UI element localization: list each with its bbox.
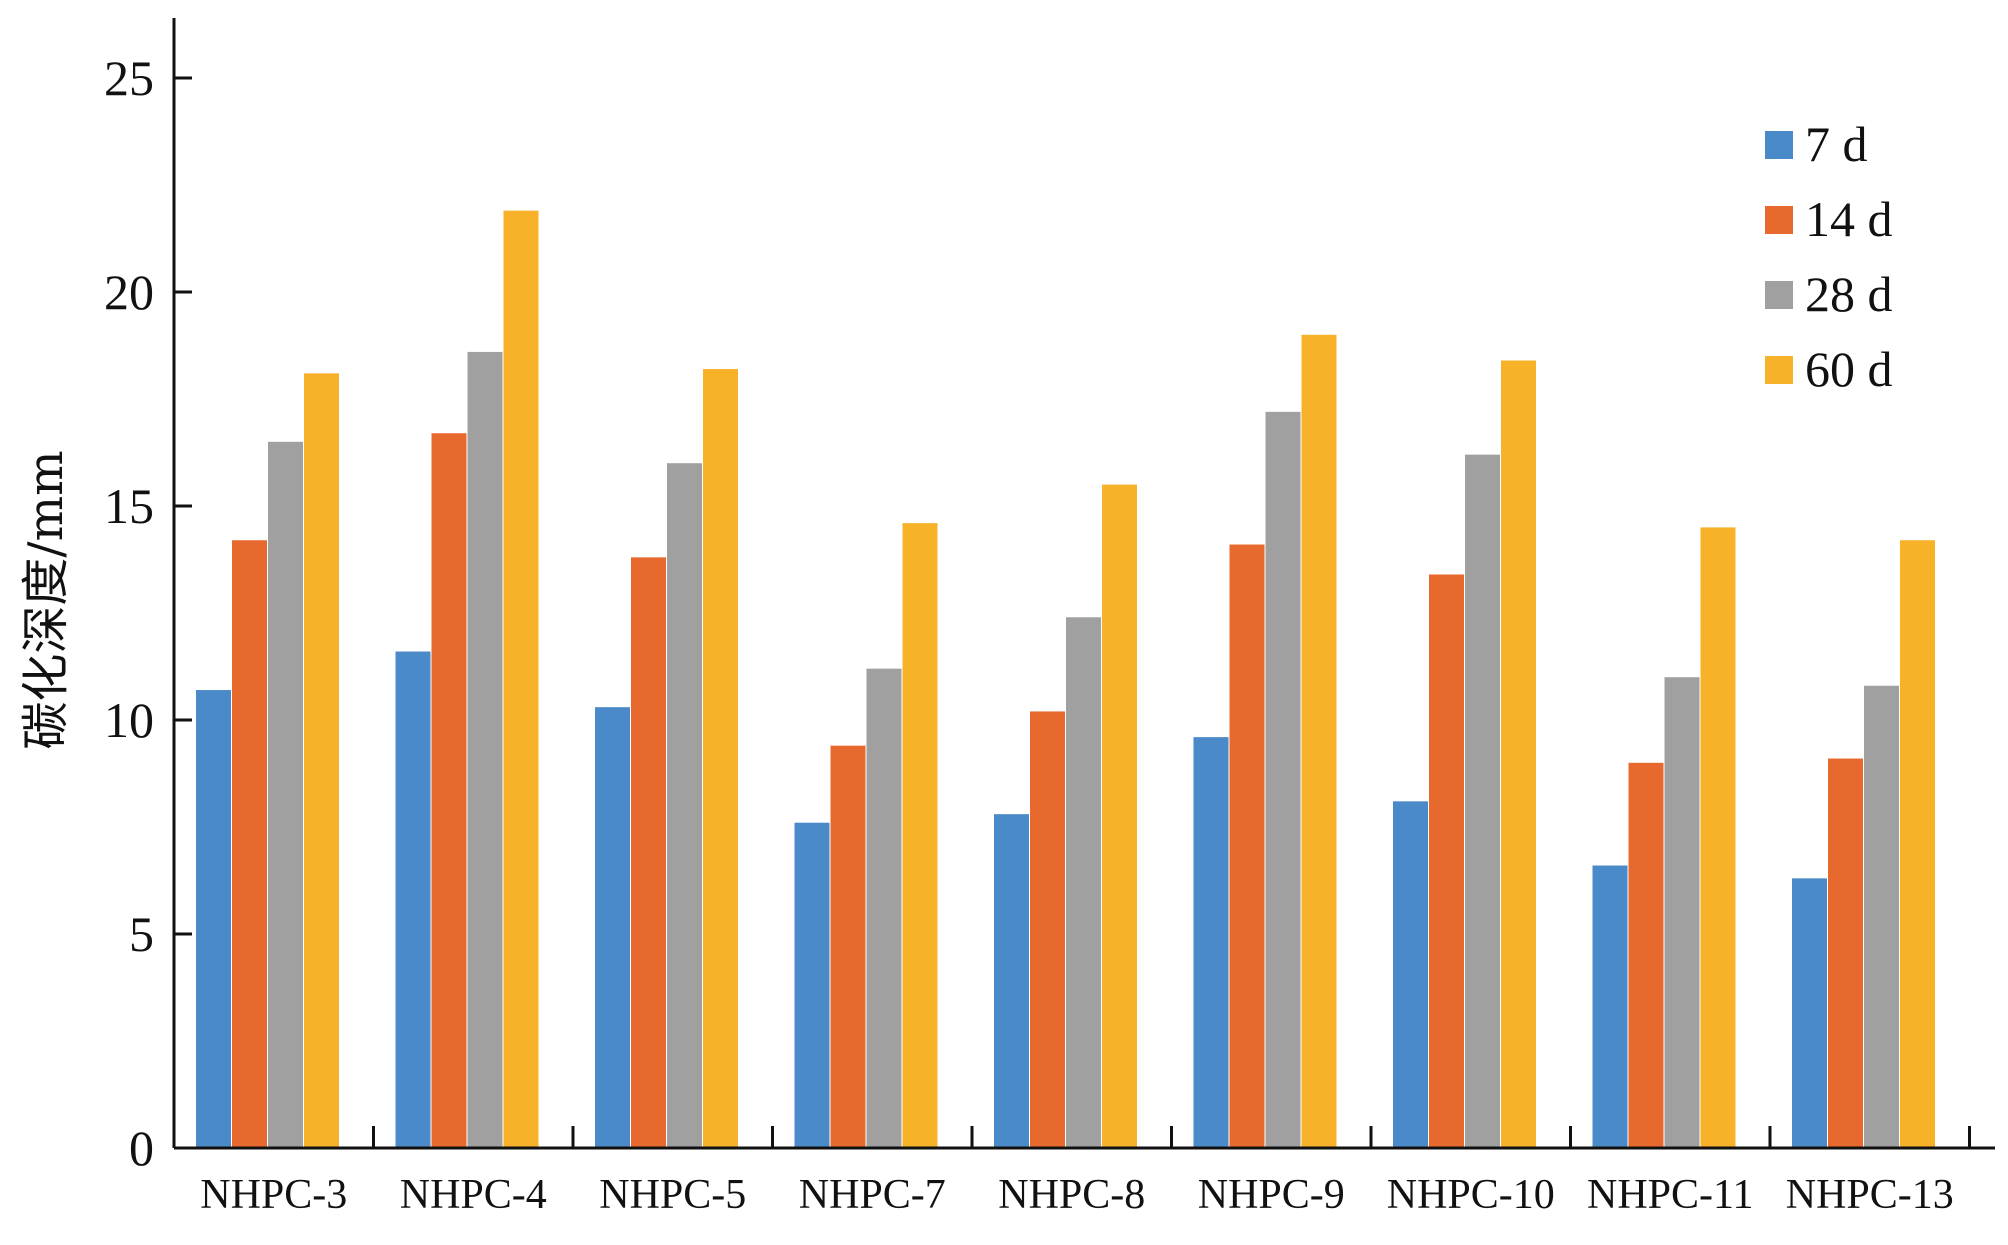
bar-7d-NHPC-7 [794,822,830,1148]
bar-60d-NHPC-3 [304,373,339,1148]
legend-swatch [1765,131,1793,159]
x-tick-label: NHPC-11 [1587,1172,1753,1218]
legend-swatch [1765,206,1793,234]
legend-swatch [1765,281,1793,309]
bar-28d-NHPC-13 [1864,685,1899,1148]
bar-7d-NHPC-3 [196,690,231,1148]
bar-14d-NHPC-13 [1828,758,1863,1148]
x-tick-label: NHPC-7 [799,1172,946,1218]
legend: 7 d 14 d 28 d 60 d [1765,116,1893,397]
legend-label: 14 d [1805,191,1893,247]
bar-7d-NHPC-10 [1393,801,1428,1148]
y-tick-label: 10 [104,692,154,748]
bar-14d-NHPC-9 [1229,544,1265,1148]
bar-28d-NHPC-4 [467,351,503,1148]
bar-14d-NHPC-5 [631,557,666,1148]
legend-label: 28 d [1805,266,1893,322]
bars-group [196,210,1935,1149]
y-ticks-group: 0 5 10 15 20 25 [104,50,192,1176]
bar-14d-NHPC-8 [1030,711,1065,1148]
y-tick-label: 15 [104,478,154,534]
x-tick-label: NHPC-10 [1387,1172,1555,1218]
bar-14d-NHPC-10 [1429,574,1464,1148]
bar-7d-NHPC-4 [395,651,431,1148]
bar-28d-NHPC-5 [667,463,702,1148]
bar-7d-NHPC-5 [595,707,630,1148]
bar-28d-NHPC-3 [268,441,303,1148]
bar-60d-NHPC-8 [1102,484,1137,1149]
x-tick-label: NHPC-9 [1198,1172,1345,1218]
bar-60d-NHPC-11 [1700,527,1736,1148]
legend-swatch [1765,356,1793,384]
bar-60d-NHPC-7 [902,523,938,1148]
y-tick-label: 20 [104,264,154,320]
bar-7d-NHPC-13 [1792,878,1827,1148]
bar-28d-NHPC-9 [1265,411,1301,1149]
bar-60d-NHPC-5 [703,369,738,1148]
x-tick-label: NHPC-8 [998,1172,1145,1218]
bar-7d-NHPC-8 [994,814,1029,1148]
legend-label: 60 d [1805,341,1893,397]
y-tick-label: 5 [129,906,154,962]
bar-60d-NHPC-13 [1900,540,1935,1148]
x-tick-label: NHPC-4 [400,1172,547,1218]
bar-60d-NHPC-10 [1501,360,1536,1149]
bar-7d-NHPC-11 [1592,865,1628,1148]
y-tick-label: 0 [129,1120,154,1176]
legend-label: 7 d [1805,116,1868,172]
bar-14d-NHPC-3 [232,540,267,1148]
bar-28d-NHPC-7 [866,668,902,1148]
x-tick-label: NHPC-13 [1786,1172,1954,1218]
y-tick-label: 25 [104,50,154,106]
bar-14d-NHPC-11 [1628,762,1664,1148]
bar-28d-NHPC-10 [1465,454,1500,1148]
x-tick-label: NHPC-3 [200,1172,347,1218]
x-tick-label: NHPC-5 [599,1172,746,1218]
x-ticks-group: NHPC-3 NHPC-4 NHPC-5 NHPC-7 NHPC-8 NHPC-9 NHPC… [200,1126,1971,1218]
bar-28d-NHPC-11 [1664,677,1700,1148]
bar-28d-NHPC-8 [1066,617,1101,1148]
axes-group [172,18,1995,1150]
y-axis-title: 碳化深度/mm [18,450,74,749]
bar-7d-NHPC-9 [1193,737,1229,1148]
bar-60d-NHPC-4 [503,210,539,1148]
bar-14d-NHPC-7 [830,745,866,1148]
bar-60d-NHPC-9 [1301,334,1337,1148]
bar-14d-NHPC-4 [431,433,467,1148]
